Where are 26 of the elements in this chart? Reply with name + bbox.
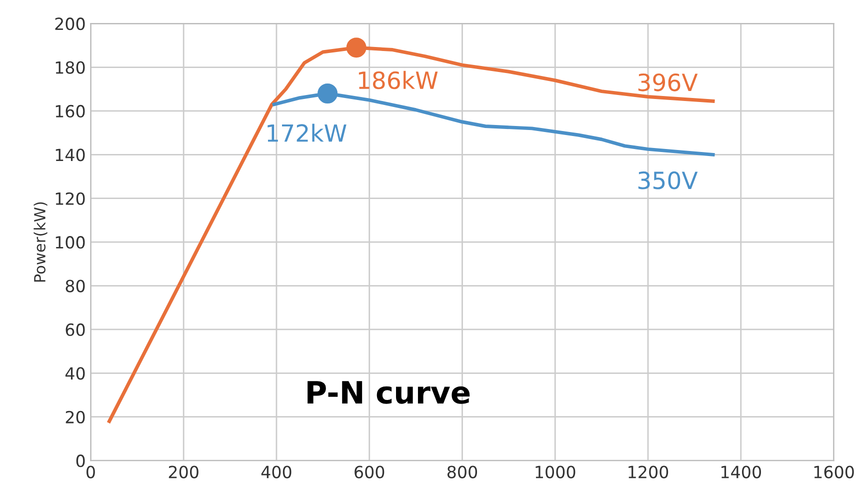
x-tick-label: 600: [354, 466, 384, 478]
x-tick-label: 0: [86, 466, 95, 478]
x-tick-label: 1600: [814, 466, 854, 478]
x-tick-label: 1000: [536, 466, 576, 478]
annotation: 186kW: [358, 70, 438, 90]
annotation: P-N curve: [308, 381, 470, 404]
x-tick-label: 1400: [722, 466, 761, 478]
y-tick-label: 200: [55, 18, 85, 30]
x-tick-label: 1200: [628, 466, 668, 478]
y-tick-label: 120: [56, 192, 85, 205]
x-tick-label: 400: [261, 466, 292, 478]
y-tick-label: 20: [66, 410, 85, 424]
y-axis-title: Power(kW): [34, 202, 48, 282]
y-tick-label: 40: [65, 367, 85, 380]
y-tick-label: 80: [66, 280, 85, 292]
x-tick-label: 200: [168, 466, 198, 478]
annotation: 350V: [638, 171, 698, 190]
y-tick-label: 180: [56, 61, 85, 74]
y-tick-label: 100: [56, 236, 85, 249]
x-tick-label: 800: [447, 466, 478, 478]
y-tick-label: 0: [76, 454, 85, 468]
annotation: 396V: [638, 73, 698, 92]
y-tick-label: 60: [66, 323, 85, 336]
annotation: 172kW: [268, 124, 346, 142]
y-tick-label: 140: [56, 148, 85, 162]
y-tick-label: 160: [56, 104, 85, 118]
